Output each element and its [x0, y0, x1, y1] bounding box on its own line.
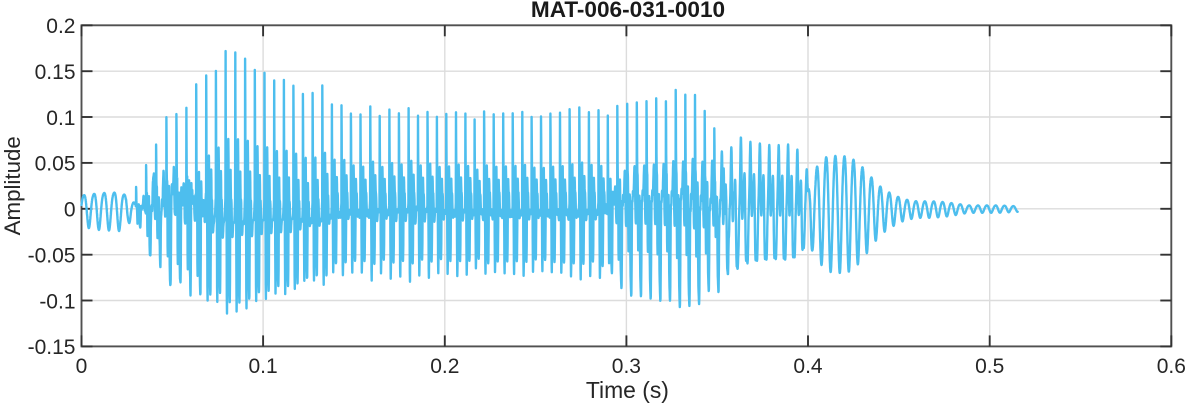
svg-text:0.15: 0.15 [35, 61, 76, 84]
svg-text:0: 0 [76, 355, 88, 378]
svg-text:0.3: 0.3 [612, 355, 641, 378]
svg-text:-0.1: -0.1 [39, 290, 75, 313]
svg-text:Amplitude: Amplitude [0, 136, 25, 235]
svg-text:0.6: 0.6 [1157, 355, 1186, 378]
svg-text:0.1: 0.1 [46, 107, 75, 130]
svg-text:0: 0 [64, 199, 76, 222]
svg-text:Time (s): Time (s) [586, 377, 669, 403]
svg-text:-0.15: -0.15 [28, 336, 76, 359]
svg-text:0.5: 0.5 [975, 355, 1004, 378]
svg-text:-0.05: -0.05 [28, 245, 76, 268]
svg-text:0.2: 0.2 [430, 355, 459, 378]
svg-text:MAT-006-031-0010: MAT-006-031-0010 [531, 0, 725, 22]
svg-text:0.4: 0.4 [793, 355, 823, 378]
svg-text:0.2: 0.2 [46, 15, 75, 38]
svg-text:0.1: 0.1 [248, 355, 277, 378]
svg-text:0.05: 0.05 [35, 153, 76, 176]
